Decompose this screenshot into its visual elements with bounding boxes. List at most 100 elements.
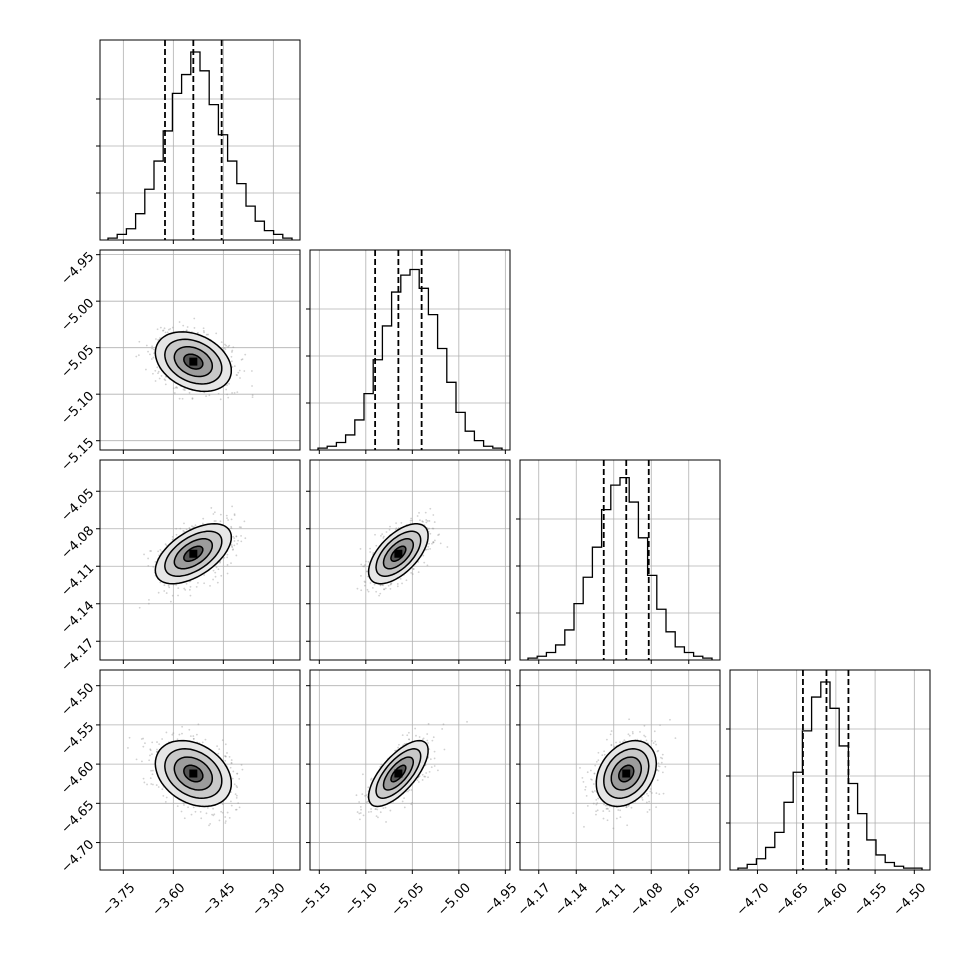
y-tick-label-3-1: −4.65 <box>59 798 98 837</box>
scatter-point <box>228 344 231 347</box>
scatter-point <box>226 572 229 575</box>
scatter-point <box>154 561 157 563</box>
scatter-point <box>356 811 359 813</box>
scatter-point <box>212 513 215 515</box>
scatter-point <box>422 737 425 740</box>
scatter-point <box>415 734 417 737</box>
scatter-point <box>135 355 138 358</box>
scatter-point <box>427 723 430 725</box>
scatter-point <box>195 585 198 588</box>
scatter-point <box>394 528 397 531</box>
scatter-point <box>182 529 185 532</box>
scatter-point <box>164 379 167 382</box>
scatter-point <box>226 752 228 754</box>
scatter-point <box>241 358 244 361</box>
scatter-point <box>230 525 233 528</box>
scatter-point <box>406 734 409 737</box>
scatter-point <box>219 513 222 516</box>
scatter-point <box>169 327 172 330</box>
scatter-point <box>367 560 370 563</box>
scatter-point <box>178 733 181 736</box>
scatter-point <box>238 777 241 780</box>
scatter-point <box>224 755 227 758</box>
scatter-point <box>185 582 188 585</box>
scatter-point <box>188 527 191 530</box>
scatter-point <box>175 386 178 388</box>
scatter-point <box>177 587 180 590</box>
scatter-point <box>194 810 197 813</box>
scatter-point <box>164 543 167 546</box>
scatter-point <box>417 571 420 573</box>
peak-marker <box>394 549 403 558</box>
scatter-point <box>212 569 215 572</box>
scatter-point <box>240 358 243 361</box>
contour-line-1 <box>164 338 223 385</box>
scatter-point <box>426 733 429 735</box>
scatter-point <box>367 786 370 789</box>
scatter-point <box>410 572 413 574</box>
scatter-point <box>207 333 209 336</box>
scatter-point <box>224 348 227 351</box>
scatter-point <box>214 520 217 522</box>
scatter-point <box>144 742 146 745</box>
scatter-point <box>237 802 240 804</box>
scatter-point <box>192 806 195 809</box>
scatter-point <box>383 588 385 591</box>
scatter-point <box>221 803 224 806</box>
scatter-point <box>142 737 144 740</box>
scatter-point <box>151 741 154 744</box>
scatter-point <box>224 743 227 746</box>
scatter-point <box>365 570 368 573</box>
scatter-point <box>172 387 175 390</box>
scatter-point <box>251 385 253 387</box>
scatter-point <box>223 347 226 349</box>
scatter-point <box>189 735 192 738</box>
scatter-point <box>430 766 433 769</box>
scatter-point <box>157 550 160 553</box>
scatter-point <box>361 793 364 796</box>
scatter-point <box>178 397 181 400</box>
scatter-point <box>396 585 399 588</box>
scatter-point <box>401 582 403 585</box>
scatter-point <box>205 333 208 336</box>
scatter-point <box>375 544 378 547</box>
scatter-point <box>403 806 406 809</box>
scatter-point <box>409 519 412 522</box>
scatter-point <box>652 742 655 744</box>
scatter-point <box>231 505 234 508</box>
scatter-point <box>395 522 397 525</box>
scatter-point <box>355 794 358 797</box>
scatter-point <box>446 546 449 548</box>
scatter-point <box>183 389 186 392</box>
scatter-point <box>407 790 409 793</box>
scatter-point <box>419 519 421 522</box>
scatter-point <box>597 751 600 754</box>
scatter-point <box>438 533 441 536</box>
scatter-point <box>127 747 129 749</box>
scatter-point <box>610 744 613 747</box>
scatter-point <box>365 801 368 804</box>
scatter-point <box>201 522 204 525</box>
scatter-point <box>183 804 185 806</box>
scatter-point <box>175 533 178 536</box>
scatter-point <box>234 793 237 796</box>
scatter-point <box>365 560 367 563</box>
scatter-point <box>155 338 157 340</box>
scatter-point <box>143 553 145 556</box>
scatter-point <box>188 391 191 394</box>
scatter-point <box>175 584 177 586</box>
scatter-point <box>379 811 382 814</box>
scatter-point <box>427 742 429 744</box>
scatter-point <box>225 388 228 391</box>
scatter-point <box>224 816 227 818</box>
scatter-point <box>421 520 424 523</box>
scatter-point <box>237 539 239 542</box>
x-tick-label-0-0: −3.75 <box>100 880 139 919</box>
scatter-point <box>432 541 435 544</box>
scatter-point <box>208 824 210 827</box>
scatter-point <box>223 556 226 559</box>
contour-line-0 <box>367 739 429 808</box>
scatter-point <box>203 582 206 585</box>
panel-frame <box>309 669 511 871</box>
scatter-point <box>193 317 196 320</box>
